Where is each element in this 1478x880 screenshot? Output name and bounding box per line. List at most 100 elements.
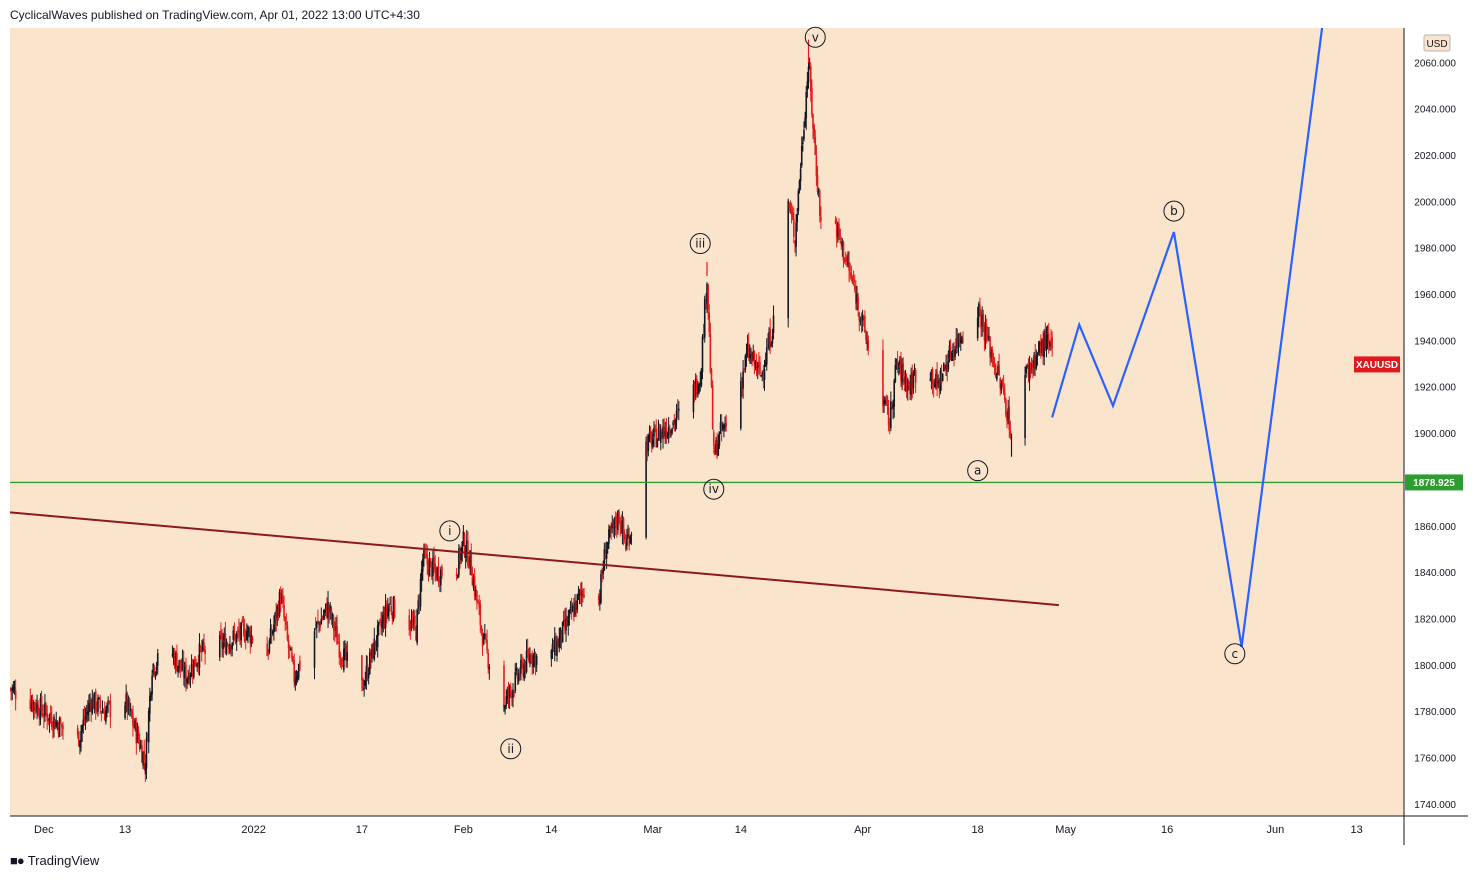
candle — [464, 545, 467, 569]
candle-body — [468, 563, 470, 568]
candle — [1003, 383, 1006, 403]
candle-body — [841, 241, 844, 247]
candle-body — [427, 562, 430, 575]
candle-body — [79, 740, 81, 748]
candle — [862, 315, 865, 327]
candle-body — [812, 114, 814, 129]
candle-body — [992, 356, 995, 367]
candle-body — [571, 605, 574, 613]
candle — [388, 603, 390, 622]
price-tick-label: 1740.000 — [1414, 800, 1456, 811]
candle-body — [906, 379, 909, 391]
candle-body — [314, 627, 317, 630]
candle — [718, 431, 721, 449]
candle — [343, 640, 345, 673]
candle — [617, 510, 619, 535]
candle — [579, 582, 582, 605]
candle-body — [1031, 365, 1033, 368]
candle-body — [92, 697, 95, 709]
candle-body — [848, 262, 850, 271]
candle-body — [605, 549, 608, 559]
candle-body — [174, 653, 177, 666]
candle-body — [48, 714, 51, 722]
candle — [908, 380, 910, 391]
candle-body — [143, 751, 146, 761]
candle-body — [604, 552, 607, 559]
candle-body — [814, 137, 817, 156]
candle-body — [849, 272, 852, 274]
candle — [1035, 349, 1038, 371]
candle-body — [12, 686, 15, 691]
plot-area[interactable] — [10, 28, 1404, 816]
candle — [839, 228, 841, 244]
candle-body — [155, 667, 158, 671]
candle-body — [335, 626, 337, 629]
candle — [391, 611, 394, 625]
candle — [1027, 358, 1030, 383]
candle — [980, 309, 982, 338]
candle-body — [577, 593, 580, 596]
candle-body — [860, 320, 863, 322]
candle-body — [608, 529, 610, 544]
candle — [513, 690, 515, 698]
candle — [177, 665, 179, 678]
candle — [694, 373, 697, 400]
candle — [345, 643, 347, 668]
candle-body — [197, 662, 200, 667]
candle — [649, 426, 652, 444]
candle — [882, 339, 884, 413]
candle-body — [944, 366, 946, 368]
candle — [741, 377, 743, 397]
candle-body — [474, 589, 477, 597]
candle — [61, 723, 63, 737]
candle-body — [901, 365, 903, 384]
candle — [646, 433, 649, 462]
candle-body — [313, 631, 316, 668]
candle — [284, 616, 286, 632]
candle-body — [666, 433, 669, 439]
candle-body — [661, 432, 663, 435]
candle — [321, 615, 324, 621]
candle — [650, 431, 653, 453]
candle-body — [13, 687, 16, 690]
candle-body — [719, 422, 722, 430]
candle — [900, 351, 902, 388]
candle — [655, 419, 658, 448]
candle-body — [609, 528, 611, 533]
candle — [296, 671, 299, 683]
candle — [507, 681, 510, 709]
candle — [717, 434, 720, 456]
candle — [905, 373, 908, 399]
candle — [368, 648, 371, 675]
candle — [894, 358, 897, 384]
candle — [381, 611, 383, 636]
candle-body — [655, 428, 658, 448]
candle — [987, 326, 989, 342]
candle-body — [420, 568, 423, 582]
candle — [788, 202, 791, 213]
candle-body — [34, 702, 36, 708]
time-tick-label: 13 — [1351, 824, 1363, 836]
candle — [81, 724, 83, 743]
candle-body — [472, 579, 475, 588]
candle-body — [850, 273, 853, 277]
candle-body — [43, 714, 45, 718]
candle — [373, 627, 376, 662]
candle — [297, 663, 300, 681]
tradingview-logo-icon: ■● — [10, 853, 25, 868]
candle-body — [47, 718, 50, 721]
candle — [52, 721, 54, 739]
candle-body — [138, 740, 141, 750]
candle-body — [935, 373, 937, 387]
candle-body — [758, 361, 760, 365]
candle-body — [277, 607, 280, 617]
candle — [601, 567, 603, 583]
candle — [287, 634, 290, 660]
candle-body — [269, 628, 272, 644]
candle-body — [807, 66, 810, 83]
candle — [990, 346, 993, 363]
candle-body — [794, 240, 796, 245]
wave-label-circle — [967, 460, 989, 482]
candle — [512, 683, 514, 708]
